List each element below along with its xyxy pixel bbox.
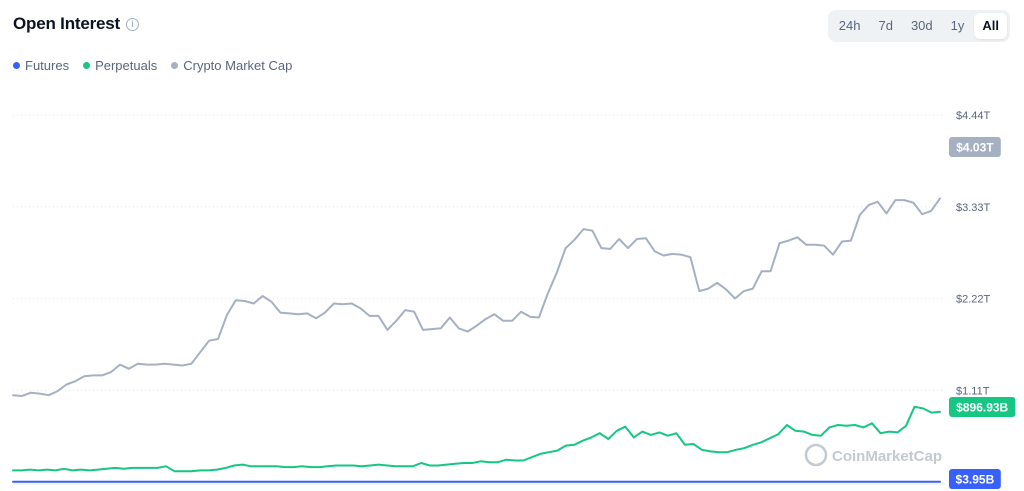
coinmarketcap-logo-icon — [804, 443, 828, 467]
y-tick-label: $4.44T — [956, 110, 991, 122]
y-tick-label: $2.22T — [956, 294, 991, 306]
coinmarketcap-watermark: CoinMarketCap — [804, 443, 942, 467]
watermark-text: CoinMarketCap — [832, 448, 942, 465]
legend-item-futures[interactable]: Futures — [13, 58, 69, 73]
page-title: Open Interest — [13, 14, 120, 33]
legend-dot-futures — [13, 62, 20, 69]
legend-dot-perpetuals — [83, 62, 91, 69]
chart-header: Open Interest i — [13, 14, 139, 34]
last-value-badge-crypto-market-cap — [949, 137, 1001, 157]
range-button-7d[interactable]: 7d — [878, 18, 893, 33]
legend-label-futures: Futures — [25, 58, 70, 73]
legend-label-perpetuals: Perpetuals — [95, 58, 158, 73]
legend-item-perpetuals[interactable]: Perpetuals — [83, 58, 157, 73]
range-button-24h[interactable]: 24h — [838, 18, 861, 33]
last-value-label-perpetuals: $896.93B — [956, 401, 1008, 415]
range-button-all[interactable]: All — [974, 13, 1007, 39]
series-line-perpetuals — [12, 405, 941, 473]
y-tick-label: $3.33T — [956, 202, 991, 214]
last-value-badge-futures — [949, 469, 1001, 489]
series-line-crypto-market-cap — [12, 197, 941, 397]
range-button-1y[interactable]: 1y — [950, 18, 965, 33]
legend-dot-market-cap — [171, 62, 179, 69]
last-value-label-futures: $3.95B — [956, 473, 995, 487]
info-icon[interactable]: i — [125, 17, 139, 31]
range-button-30d[interactable]: 30d — [910, 18, 933, 33]
chart-legend: Futures Perpetuals Crypto Market Cap — [13, 58, 292, 73]
legend-label-market-cap: Crypto Market Cap — [183, 58, 293, 73]
legend-item-market-cap[interactable]: Crypto Market Cap — [171, 58, 292, 73]
last-value-label-crypto-market-cap: $4.03T — [956, 141, 994, 155]
last-value-badge-perpetuals — [949, 397, 1016, 417]
y-tick-label: $1.11T — [956, 385, 990, 397]
time-range-selector: 24h 7d 30d 1y All — [827, 10, 1010, 42]
